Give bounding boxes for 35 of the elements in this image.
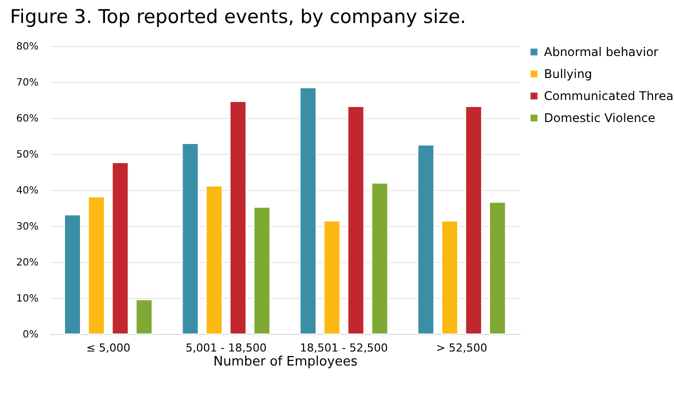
bar (441, 220, 458, 334)
bar (417, 144, 434, 334)
legend-label: Domestic Violence (544, 111, 656, 125)
bar (112, 162, 129, 334)
y-tick-label: 80% (16, 42, 38, 52)
x-tick-label: 5,001 - 18,500 (186, 342, 267, 354)
y-tick-label: 60% (16, 114, 38, 124)
legend-label: Bullying (544, 67, 592, 81)
x-axis-title: Number of Employees (213, 354, 358, 370)
bar (182, 143, 199, 334)
y-tick-label: 40% (16, 186, 38, 196)
bar (323, 220, 340, 334)
bar (465, 106, 482, 334)
legend-label: Communicated Threa (544, 89, 674, 103)
y-tick-label: 50% (16, 150, 38, 160)
x-tick-label: > 52,500 (436, 342, 488, 354)
bar (64, 214, 81, 334)
chart-title: Figure 3. Top reported events, by company size. (10, 6, 466, 28)
y-tick-label: 70% (16, 78, 38, 88)
x-tick-label: ≤ 5,000 (86, 342, 130, 354)
y-tick-label: 10% (16, 294, 38, 304)
bar (136, 299, 153, 334)
bar (253, 206, 270, 334)
y-tick-label: 20% (16, 258, 38, 268)
x-tick-label: 18,501 - 52,500 (300, 342, 388, 354)
bar (206, 186, 223, 334)
bar (489, 202, 506, 334)
bar (347, 106, 364, 334)
bar (88, 196, 105, 334)
y-tick-label: 0% (22, 330, 38, 340)
bar (230, 100, 247, 334)
legend-label: Abnormal behavior (544, 45, 658, 59)
bar (300, 87, 317, 334)
bar (371, 182, 388, 334)
y-tick-label: 30% (16, 222, 38, 232)
